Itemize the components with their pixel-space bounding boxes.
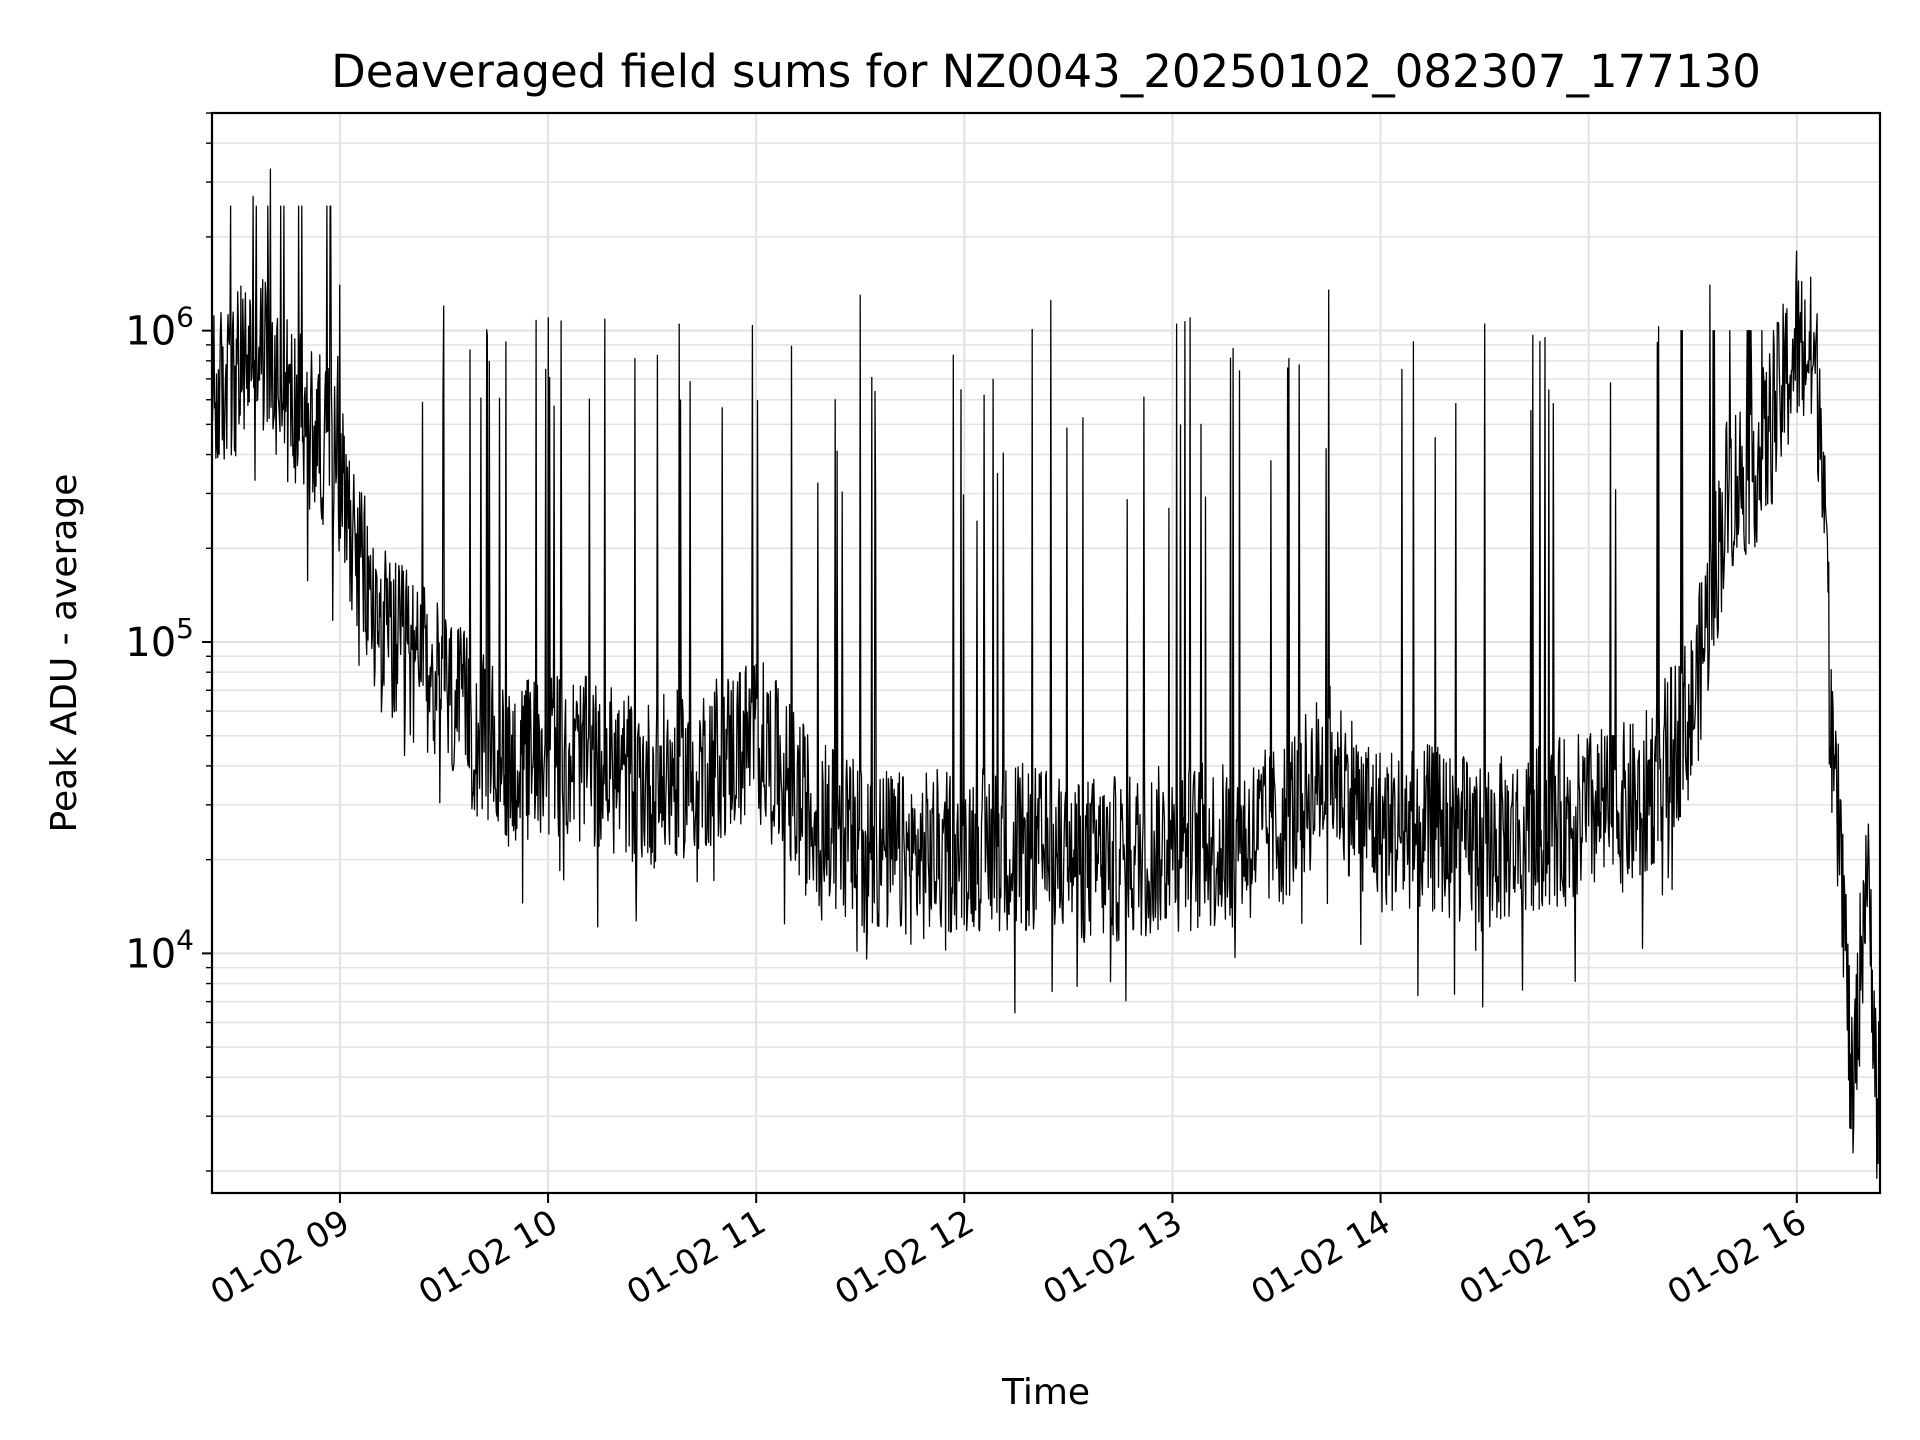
y-tick-label: 105 <box>125 612 194 666</box>
y-axis-ticks: 104 105 106 <box>125 112 212 1172</box>
plot-frame <box>210 111 1882 1195</box>
x-axis-label: Time <box>1001 1372 1090 1413</box>
data-line-layer <box>211 168 1881 1179</box>
series-line <box>211 168 1881 1179</box>
y-tick-label: 104 <box>125 923 194 977</box>
y-axis-label: Peak ADU - average <box>44 474 85 833</box>
chart-title: Deaveraged field sums for NZ0043_2025010… <box>331 45 1761 98</box>
y-tick-label: 106 <box>125 301 194 355</box>
